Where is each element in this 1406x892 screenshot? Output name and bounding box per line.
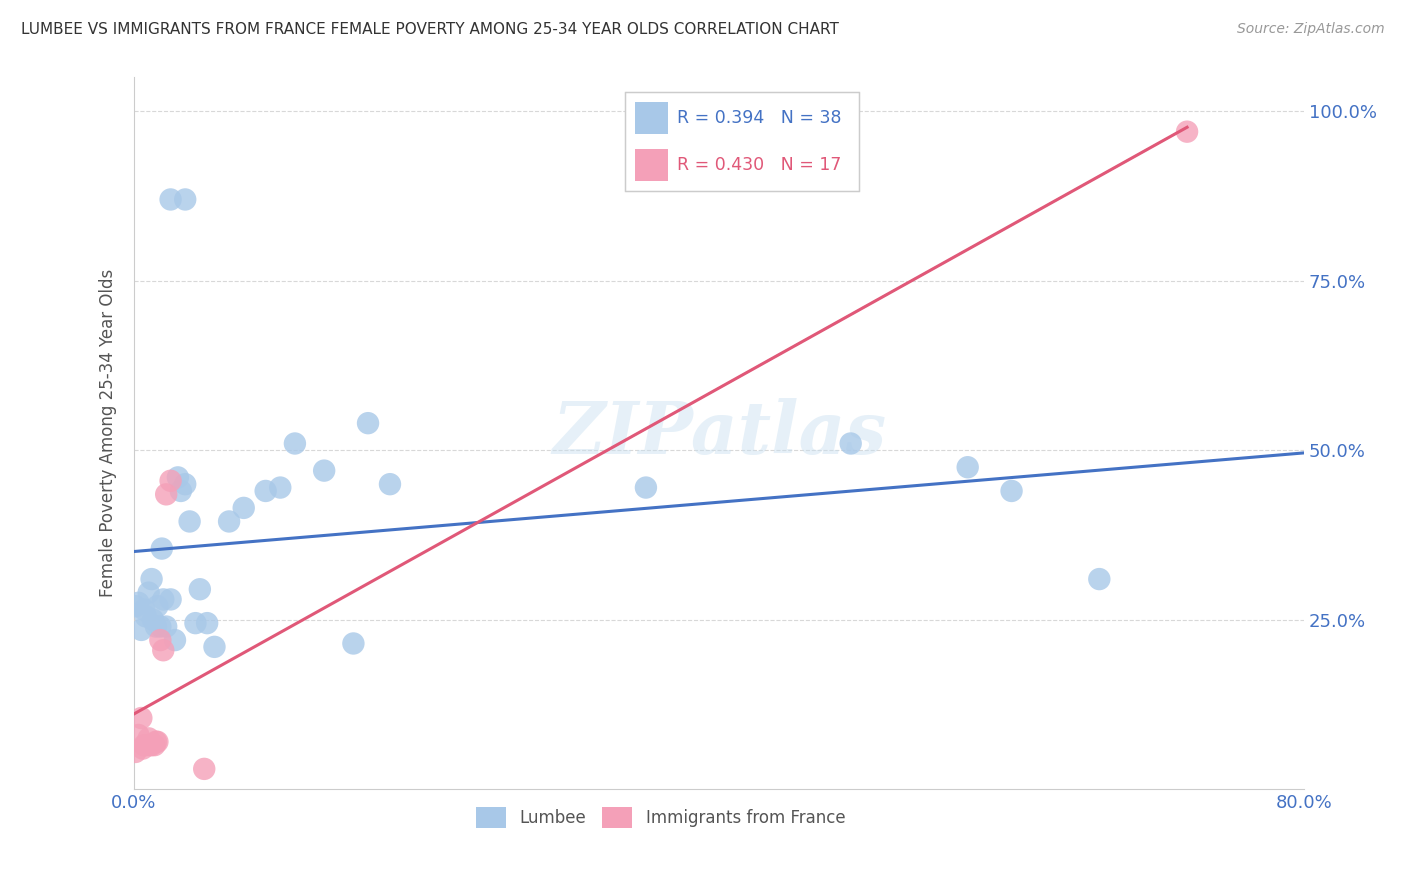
Point <box>179 515 201 529</box>
Point <box>159 474 181 488</box>
Text: ZIPatlas: ZIPatlas <box>553 398 886 469</box>
Point <box>634 481 657 495</box>
Point <box>163 633 186 648</box>
Point <box>1000 483 1022 498</box>
Point <box>135 738 157 752</box>
Point <box>284 436 307 450</box>
Point <box>1175 125 1198 139</box>
Point <box>195 616 218 631</box>
Point <box>132 741 155 756</box>
Point <box>135 609 157 624</box>
Point <box>956 460 979 475</box>
Point <box>184 616 207 631</box>
Point <box>193 762 215 776</box>
Point <box>152 643 174 657</box>
Text: LUMBEE VS IMMIGRANTS FROM FRANCE FEMALE POVERTY AMONG 25-34 YEAR OLDS CORRELATIO: LUMBEE VS IMMIGRANTS FROM FRANCE FEMALE … <box>21 22 839 37</box>
Point <box>134 602 156 616</box>
Point <box>150 541 173 556</box>
Point <box>155 487 177 501</box>
Point <box>124 745 146 759</box>
Point <box>143 738 166 752</box>
Point <box>131 711 153 725</box>
Point <box>378 477 401 491</box>
Point <box>159 193 181 207</box>
Point <box>141 738 163 752</box>
Point <box>314 464 336 478</box>
Point <box>127 596 149 610</box>
Point <box>131 623 153 637</box>
Point <box>149 633 172 648</box>
Point <box>152 592 174 607</box>
Point <box>145 735 167 749</box>
Point <box>145 619 167 633</box>
Point <box>138 585 160 599</box>
Point <box>342 636 364 650</box>
Point <box>139 738 162 752</box>
Point <box>127 728 149 742</box>
Text: Source: ZipAtlas.com: Source: ZipAtlas.com <box>1237 22 1385 37</box>
Point <box>170 483 193 498</box>
Point <box>142 613 165 627</box>
Point <box>232 500 254 515</box>
Point <box>357 416 380 430</box>
Legend: Lumbee, Immigrants from France: Lumbee, Immigrants from France <box>470 801 852 834</box>
Point <box>149 619 172 633</box>
Point <box>134 738 156 752</box>
Point <box>174 193 197 207</box>
Point <box>155 619 177 633</box>
Point <box>204 640 226 654</box>
Point <box>124 599 146 614</box>
Y-axis label: Female Poverty Among 25-34 Year Olds: Female Poverty Among 25-34 Year Olds <box>100 269 117 598</box>
Point <box>269 481 291 495</box>
Point <box>159 592 181 607</box>
Point <box>218 515 240 529</box>
Point <box>138 731 160 746</box>
Point <box>1088 572 1111 586</box>
Point <box>839 436 862 450</box>
Point <box>141 572 163 586</box>
Point <box>254 483 277 498</box>
Point <box>174 477 197 491</box>
Point <box>167 470 190 484</box>
Point <box>146 599 169 614</box>
Point <box>188 582 211 597</box>
Point <box>146 735 169 749</box>
